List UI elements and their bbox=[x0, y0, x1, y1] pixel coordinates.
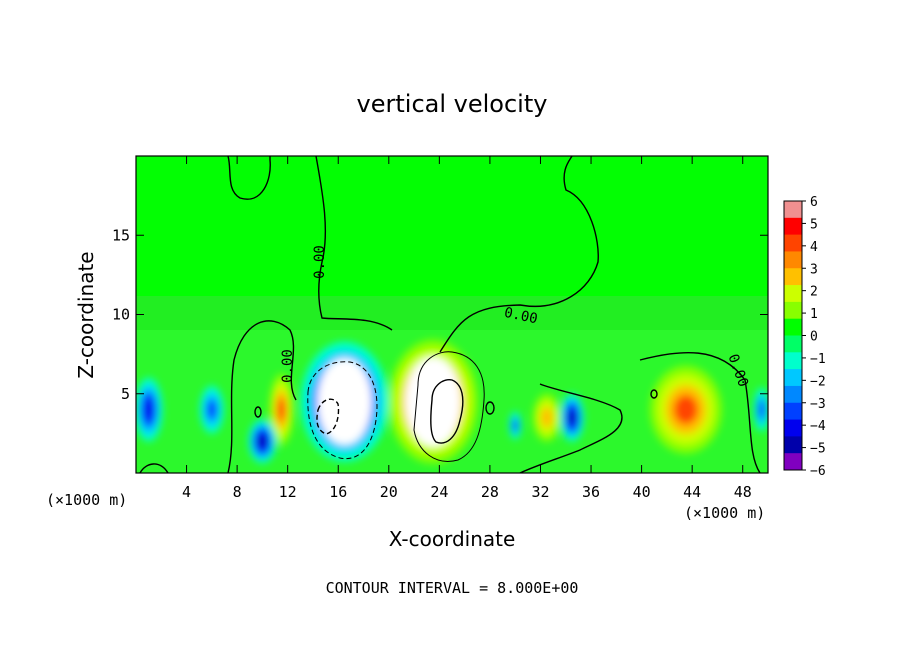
zero-contour-5 bbox=[639, 351, 761, 473]
colorbar-label: −6 bbox=[810, 464, 826, 479]
small-contour-1 bbox=[485, 401, 495, 415]
x-tick-label: 28 bbox=[481, 483, 499, 501]
updraft-contour-outer bbox=[413, 351, 485, 462]
colorbar-label: −4 bbox=[810, 419, 826, 434]
updraft-contour-inner bbox=[430, 378, 464, 444]
colorbar-segment bbox=[784, 385, 802, 404]
updraft-mid-level bbox=[540, 407, 553, 428]
updraft-cell-level bbox=[277, 397, 286, 422]
downdraft-cell-3-level bbox=[568, 410, 576, 425]
x-tick-label: 36 bbox=[582, 483, 600, 501]
colorbar-segment bbox=[784, 453, 802, 471]
x-tick-label: 4 bbox=[182, 483, 191, 501]
colorbar-label: −3 bbox=[810, 397, 826, 412]
downdraft-core-saturated bbox=[317, 358, 372, 445]
small-contour-3 bbox=[650, 389, 658, 399]
contour-lines bbox=[139, 156, 761, 473]
upper-field bbox=[136, 156, 768, 296]
colorbar-segment bbox=[784, 251, 802, 269]
contour-label-2: 0.00 bbox=[503, 305, 539, 328]
y-tick-label: 15 bbox=[112, 226, 130, 244]
contour-label-1: 0.00 bbox=[312, 245, 328, 279]
colorbar-label: −2 bbox=[810, 374, 826, 389]
x-tick-label: 40 bbox=[633, 483, 651, 501]
zero-contour-2 bbox=[315, 156, 393, 331]
colorbar-segment bbox=[784, 318, 802, 336]
colorbar-label: 4 bbox=[810, 240, 818, 255]
chart-title: vertical velocity bbox=[357, 90, 548, 118]
colorbar-label: 2 bbox=[810, 285, 818, 300]
colorbar-label: 1 bbox=[810, 307, 818, 322]
x-tick-label: 44 bbox=[683, 483, 701, 501]
contour-interval-footer: CONTOUR INTERVAL = 8.000E+00 bbox=[326, 579, 579, 597]
colorbar-segment bbox=[784, 436, 802, 454]
colorbar-segment bbox=[784, 352, 802, 370]
colorbar-label: −1 bbox=[810, 352, 826, 367]
colorbar-segment bbox=[784, 268, 802, 286]
colorbar: 6 5 4 3 2 1 0 −1 −2 −3 −4 −5 −6 bbox=[783, 195, 826, 479]
zero-contour-3 bbox=[439, 156, 599, 353]
x-tick-label: 32 bbox=[531, 483, 549, 501]
downdraft-right-edge-level bbox=[758, 400, 766, 420]
y-axis-label: Z-coordinate bbox=[74, 251, 98, 378]
colorbar-segment bbox=[784, 369, 802, 387]
x-axis-label: X-coordinate bbox=[389, 527, 516, 551]
plot-area bbox=[136, 156, 768, 473]
colorbar-segment bbox=[784, 402, 802, 421]
zero-contour-6 bbox=[519, 383, 623, 473]
small-contour-2 bbox=[254, 406, 262, 418]
downdraft-cell-level bbox=[258, 435, 267, 448]
colorbar-label: −5 bbox=[810, 442, 826, 457]
downdraft-cell-4-level bbox=[512, 419, 518, 432]
colorbar-segment bbox=[784, 201, 802, 219]
colorbar-label: 3 bbox=[810, 262, 818, 277]
colorbar-label: 5 bbox=[810, 217, 818, 232]
colorbar-segment bbox=[784, 285, 802, 303]
x-axis: 4 8 12 16 20 24 28 32 36 40 44 48 bbox=[182, 156, 752, 501]
x-tick-label: 48 bbox=[734, 483, 752, 501]
colorbar-label: 0 bbox=[810, 330, 818, 345]
x-unit-right: (×1000 m) bbox=[684, 504, 765, 522]
x-tick-label: 20 bbox=[380, 483, 398, 501]
bottom-left-contour bbox=[139, 463, 169, 473]
updraft-right-level bbox=[673, 394, 698, 425]
y-axis: 5 10 15 bbox=[112, 226, 768, 403]
x-tick-label: 8 bbox=[233, 483, 242, 501]
zero-contour-4 bbox=[227, 320, 297, 473]
y-tick-label: 10 bbox=[112, 306, 130, 324]
x-tick-label: 12 bbox=[279, 483, 297, 501]
downdraft-left-level bbox=[143, 398, 154, 421]
y-tick-label: 5 bbox=[121, 385, 130, 403]
contour-label-3: 0.00 bbox=[280, 349, 296, 383]
downdraft-contour-outer bbox=[307, 361, 378, 460]
x-tick-label: 24 bbox=[430, 483, 448, 501]
x-unit-left: (×1000 m) bbox=[46, 491, 127, 509]
x-tick-label: 16 bbox=[329, 483, 347, 501]
colorbar-segment bbox=[784, 301, 802, 320]
zero-contour-1 bbox=[227, 156, 271, 200]
colorbar-label: 6 bbox=[810, 195, 818, 210]
downdraft-contour-inner bbox=[316, 398, 340, 435]
colorbar-segment bbox=[784, 217, 802, 236]
colorbar-segment bbox=[784, 419, 802, 437]
colorbar-segment bbox=[784, 335, 802, 353]
updraft-core-saturated bbox=[405, 357, 461, 447]
colorbar-segment bbox=[784, 234, 802, 252]
downdraft-cell-2-level bbox=[206, 399, 217, 420]
